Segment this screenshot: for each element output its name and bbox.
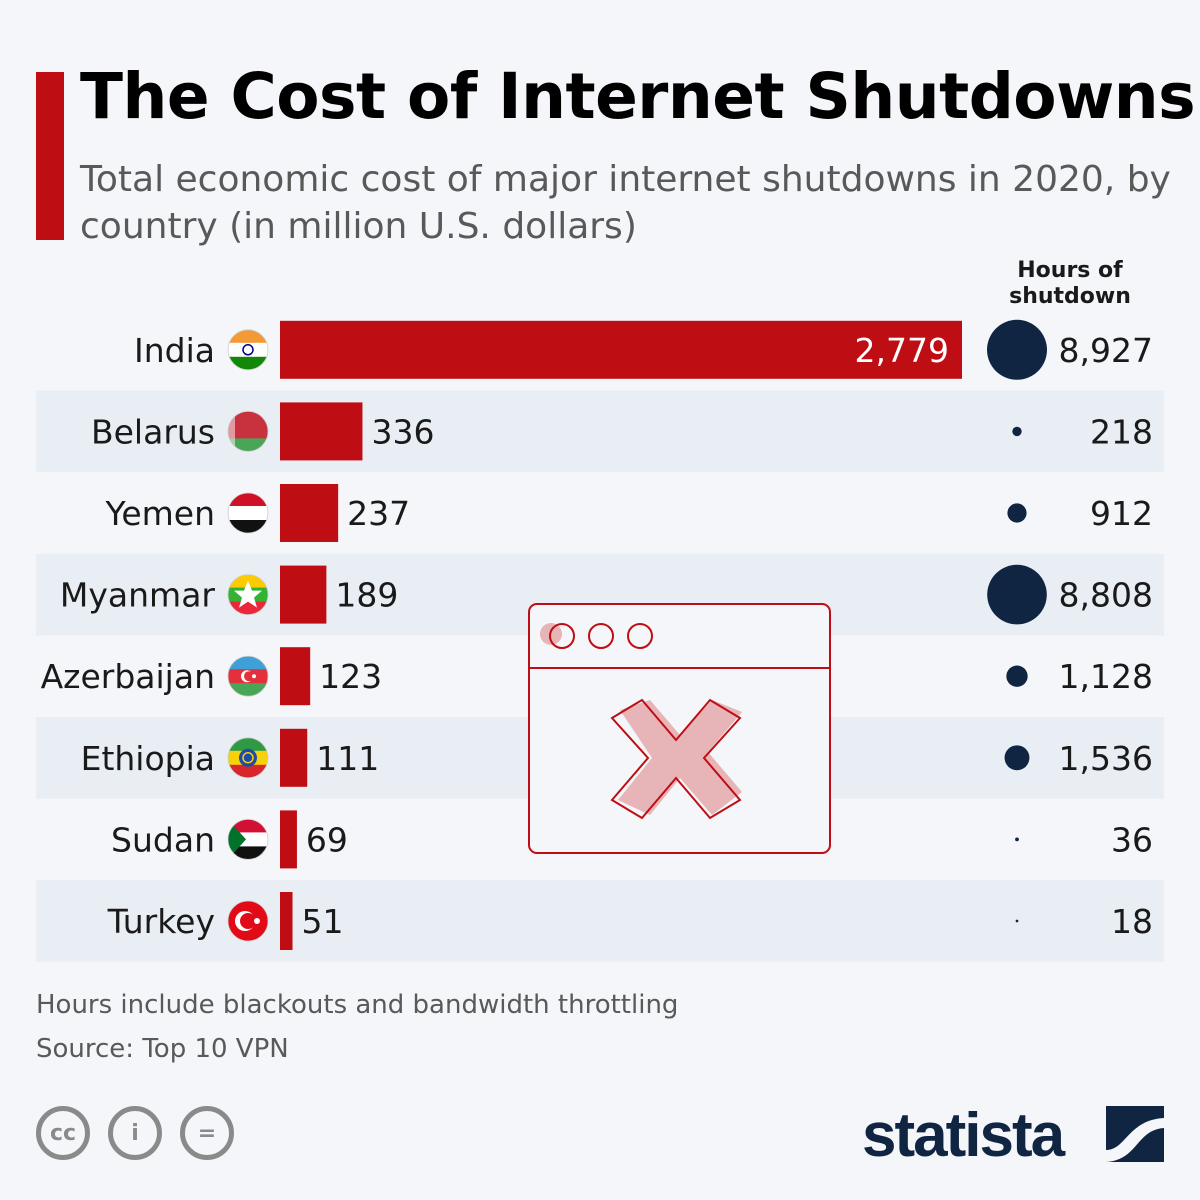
value-label: 336 xyxy=(371,412,434,451)
hours-bubble xyxy=(1012,426,1022,437)
chart-subtitle: Total economic cost of major internet sh… xyxy=(80,159,1171,247)
hours-bubble xyxy=(1006,665,1028,687)
value-label: 237 xyxy=(347,494,410,533)
chart-row-turkey: Turkey 51 18 xyxy=(36,880,1164,962)
bar-turkey xyxy=(280,892,293,950)
source-note: Source: Top 10 VPN xyxy=(36,1034,289,1064)
myanmar-flag-icon xyxy=(228,574,268,615)
value-label: 189 xyxy=(335,576,398,615)
category-label: Sudan xyxy=(111,820,215,859)
hours-header-line1: Hours of xyxy=(1017,258,1123,283)
value-label: 2,779 xyxy=(855,331,949,370)
value-label: 51 xyxy=(302,902,344,941)
hours-label: 36 xyxy=(1111,820,1153,859)
bar-myanmar xyxy=(280,565,327,624)
belarus-flag-icon xyxy=(228,411,268,452)
category-label: Ethiopia xyxy=(81,739,215,778)
hours-label: 8,927 xyxy=(1059,331,1153,370)
value-label: 69 xyxy=(306,820,348,859)
hours-label: 912 xyxy=(1090,494,1153,533)
bar-sudan xyxy=(280,810,297,869)
hours-bubble xyxy=(1015,837,1019,842)
chart-row-azerbaijan: Azerbaijan 123 1,128 xyxy=(41,647,1153,706)
no-derivatives-icon[interactable]: = xyxy=(180,1106,234,1160)
hours-bubble xyxy=(987,564,1047,625)
bar-yemen xyxy=(280,484,339,542)
bar-azerbaijan xyxy=(280,647,311,706)
browser-error-icon xyxy=(528,603,831,854)
ethiopia-flag-icon xyxy=(228,737,268,778)
category-label: Azerbaijan xyxy=(41,657,215,696)
statista-logo[interactable]: statista xyxy=(862,1100,1065,1171)
chart-row-india: India 2,779 8,927 xyxy=(134,319,1153,380)
statista-logo-icon xyxy=(1106,1106,1164,1162)
azerbaijan-flag-icon xyxy=(228,656,268,697)
value-label: 123 xyxy=(319,657,382,696)
hours-header-line2: shutdown xyxy=(1009,284,1131,309)
india-flag-icon xyxy=(228,329,268,370)
chart-title: The Cost of Internet Shutdowns xyxy=(80,60,1196,133)
hours-label: 1,128 xyxy=(1059,657,1153,696)
bar-ethiopia xyxy=(280,728,308,787)
category-label: Yemen xyxy=(105,494,215,533)
category-label: India xyxy=(134,331,215,370)
hours-bubble xyxy=(1004,745,1030,771)
bar-belarus xyxy=(280,402,363,461)
hours-bubble xyxy=(987,319,1047,380)
hours-label: 18 xyxy=(1111,902,1153,941)
yemen-flag-icon xyxy=(228,493,268,533)
hours-bubble xyxy=(1015,919,1019,923)
chart-row-sudan: Sudan 69 36 xyxy=(111,810,1153,869)
row-stripe xyxy=(36,390,1164,473)
attribution-icon[interactable]: i xyxy=(108,1106,162,1160)
category-label: Turkey xyxy=(107,902,215,941)
chart-row-yemen: Yemen 237 912 xyxy=(105,484,1153,542)
bar-india xyxy=(280,320,962,379)
hours-label: 8,808 xyxy=(1059,576,1153,615)
hours-column-header: Hours of shutdown xyxy=(990,258,1150,310)
chart-row-myanmar: Myanmar 189 8,808 xyxy=(36,553,1164,636)
footnote: Hours include blackouts and bandwidth th… xyxy=(36,990,679,1020)
title-accent-bar xyxy=(36,72,64,240)
turkey-flag-icon xyxy=(228,901,268,941)
brand-name: statista xyxy=(862,1101,1065,1170)
hours-bubble xyxy=(1007,503,1027,523)
category-label: Belarus xyxy=(91,412,215,451)
hours-label: 218 xyxy=(1090,412,1153,451)
sudan-flag-icon xyxy=(228,819,268,860)
category-label: Myanmar xyxy=(60,576,216,615)
value-label: 111 xyxy=(316,739,379,778)
creative-commons-icon[interactable]: cc xyxy=(36,1106,90,1160)
row-stripe xyxy=(36,880,1164,962)
chart-row-belarus: Belarus 336 218 xyxy=(36,390,1164,473)
hours-label: 1,536 xyxy=(1059,739,1153,778)
